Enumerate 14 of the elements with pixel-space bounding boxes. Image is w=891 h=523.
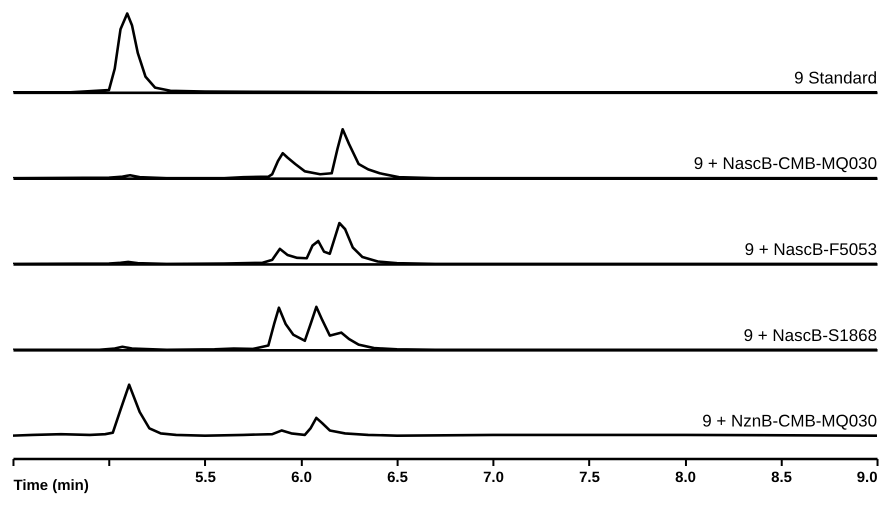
x-tick-label: 6.5 (387, 468, 408, 486)
annotation: 9 + NznB-CMB-MQ030 (702, 412, 878, 431)
x-tick-label: 7.0 (483, 468, 504, 486)
annotation: 9 + NascB-CMB-MQ030 (694, 154, 878, 174)
annotation: 9 + NascB-S1868 (744, 326, 878, 345)
x-tick-label: 7.5 (579, 468, 600, 486)
annotation: 9 Standard (794, 68, 878, 88)
x-axis-title: Time (min) (13, 476, 89, 494)
x-tick-label: 5.5 (195, 468, 216, 486)
x-tick-label: 9.0 (856, 468, 878, 486)
x-tick-label: 8.0 (675, 468, 696, 486)
x-tick-label: 6.0 (291, 468, 312, 486)
annotation: 9 + NascB-F5053 (744, 240, 878, 259)
x-tick-label: 8.5 (771, 468, 792, 486)
